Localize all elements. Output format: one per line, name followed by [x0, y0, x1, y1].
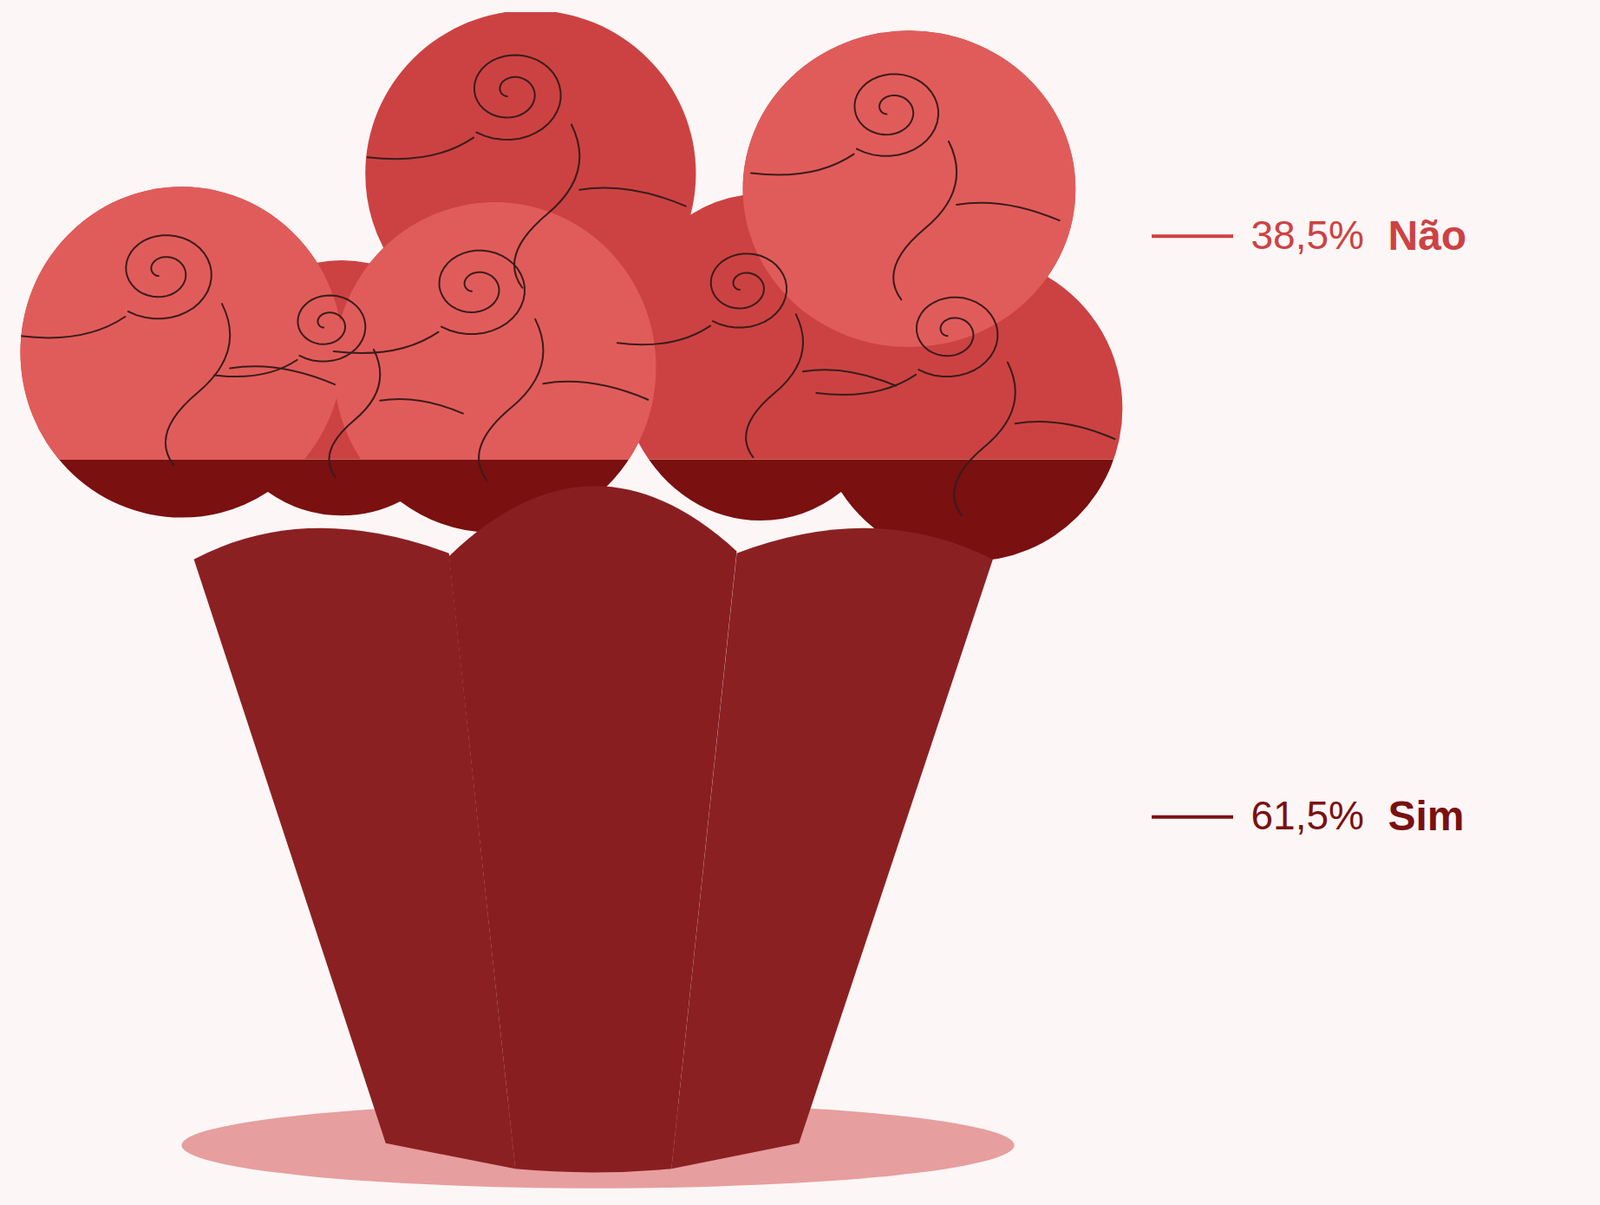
svg-text:Sim: Sim [1388, 792, 1465, 839]
svg-text:61,5%: 61,5% [1251, 792, 1365, 838]
svg-text:38,5%: 38,5% [1251, 212, 1365, 258]
svg-text:Não: Não [1388, 212, 1468, 259]
